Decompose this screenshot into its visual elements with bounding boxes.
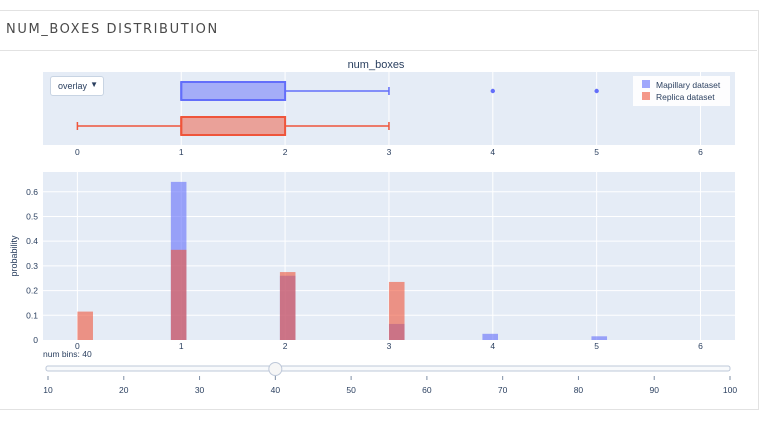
y-tick-label: 0 [33,335,38,345]
slider-tick-label: 80 [574,385,584,395]
histogram-bar-replica[interactable] [170,249,187,340]
histogram-bar-replica[interactable] [279,272,296,340]
legend[interactable]: Mapillary dataset Replica dataset [633,76,730,106]
box-x-tick-label: 1 [179,147,184,157]
legend-label-replica[interactable]: Replica dataset [656,92,715,102]
distribution-panel: NUM_BOXES DISTRIBUTION [0,10,759,410]
box-replica[interactable] [180,116,287,136]
histogram-bar-replica[interactable] [388,281,405,340]
section-title: NUM_BOXES DISTRIBUTION [6,22,219,37]
histogram-bar-replica[interactable] [77,311,93,340]
x-tick-label: 6 [698,341,703,351]
barmode-dropdown[interactable]: overlay ▼ [50,76,104,96]
y-tick-label: 0.1 [26,310,38,320]
panel-header: NUM_BOXES DISTRIBUTION [0,11,757,51]
y-tick-label: 0.3 [26,261,38,271]
box-outlier-point[interactable] [594,88,599,94]
num-bins-slider[interactable]: num bins: 40 10 20 30 40 50 60 70 80 90 100 [0,345,768,405]
legend-swatch-mapillary[interactable] [642,80,650,88]
slider-tick-label: 10 [43,385,53,395]
y-axis-label: probability [9,235,19,277]
slider-tick-label: 60 [422,385,432,395]
dropdown-selected-label: overlay [58,81,88,91]
slider-tick-label: 20 [119,385,129,395]
histogram-bar-mapillary[interactable] [482,333,498,340]
slider-tick-label: 50 [346,385,356,395]
box-x-tick-label: 4 [490,147,495,157]
slider-handle[interactable] [268,362,283,376]
slider-tick-label: 30 [195,385,205,395]
y-tick-label: 0.6 [26,187,38,197]
histogram-bar-mapillary[interactable] [591,336,608,340]
x-tick-label: 1 [179,341,184,351]
x-tick-label: 5 [594,341,599,351]
box-x-tick-label: 3 [387,147,392,157]
box-plot-title: num_boxes [348,59,405,71]
slider-tick-label: 100 [723,385,737,395]
x-tick-label: 4 [490,341,495,351]
box-x-tick-label: 2 [283,147,288,157]
box-mapillary[interactable] [180,81,287,101]
x-tick-label: 0 [75,341,80,351]
legend-label-mapillary[interactable]: Mapillary dataset [656,80,721,90]
box-x-tick-label: 5 [594,147,599,157]
slider-current-label: num bins: 40 [43,349,92,359]
y-tick-label: 0.2 [26,286,38,296]
box-x-tick-label: 0 [75,147,80,157]
chevron-down-icon: ▼ [90,80,98,89]
slider-rail[interactable] [45,365,731,372]
y-tick-label: 0.4 [26,236,38,246]
slider-tick-label: 40 [271,385,281,395]
y-tick-label: 0.5 [26,211,38,221]
x-tick-label: 3 [387,341,392,351]
legend-swatch-replica[interactable] [642,92,650,100]
x-tick-label: 2 [283,341,288,351]
slider-tick-label: 90 [649,385,659,395]
box-outlier-point[interactable] [490,88,495,94]
box-x-tick-label: 6 [698,147,703,157]
slider-tick-label: 70 [498,385,508,395]
